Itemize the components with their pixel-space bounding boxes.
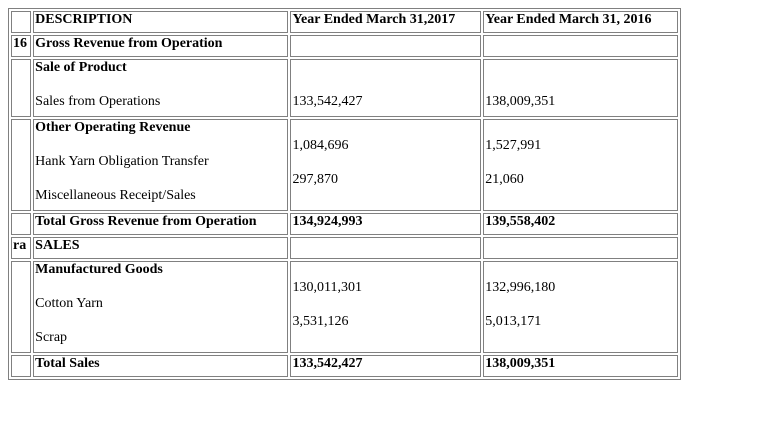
gross-revenue-title: Gross Revenue from Operation — [33, 35, 288, 57]
empty-cell — [11, 213, 31, 235]
year-2017-header: Year Ended March 31,2017 — [290, 11, 481, 33]
hank-yarn-2016: 1,527,991 — [485, 138, 676, 154]
other-operating-2016: 1,527,991 21,060 — [483, 119, 678, 211]
sale-of-product-2017: 133,542,427 — [290, 59, 481, 117]
scrap-2017: 3,531,126 — [292, 314, 479, 330]
manufactured-goods-2016: 132,996,180 5,013,171 — [483, 261, 678, 353]
empty-cell — [483, 35, 678, 57]
total-gross-revenue-label: Total Gross Revenue from Operation — [33, 213, 288, 235]
gross-revenue-index: 16 — [11, 35, 31, 57]
financial-table: DESCRIPTION Year Ended March 31,2017 Yea… — [8, 8, 681, 380]
misc-receipt-label: Miscellaneous Receipt/Sales — [35, 188, 286, 204]
total-gross-revenue-row: Total Gross Revenue from Operation 134,9… — [11, 213, 678, 235]
other-operating-2017: 1,084,696 297,870 — [290, 119, 481, 211]
total-sales-2017: 133,542,427 — [290, 355, 481, 377]
sales-index: ra — [11, 237, 31, 259]
total-sales-2016: 138,009,351 — [483, 355, 678, 377]
sales-from-operations-2016: 138,009,351 — [485, 94, 676, 110]
other-operating-heading: Other Operating Revenue — [35, 120, 286, 136]
hank-yarn-label: Hank Yarn Obligation Transfer — [35, 154, 286, 170]
other-operating-desc: Other Operating Revenue Hank Yarn Obliga… — [33, 119, 288, 211]
other-operating-row: Other Operating Revenue Hank Yarn Obliga… — [11, 119, 678, 211]
hank-yarn-2017: 1,084,696 — [292, 138, 479, 154]
gross-revenue-title-row: 16 Gross Revenue from Operation — [11, 35, 678, 57]
empty-cell — [290, 35, 481, 57]
sales-title-row: ra SALES — [11, 237, 678, 259]
empty-cell — [11, 119, 31, 211]
misc-receipt-2016: 21,060 — [485, 172, 676, 188]
sale-of-product-desc: Sale of Product Sales from Operations — [33, 59, 288, 117]
empty-cell — [11, 355, 31, 377]
sales-title: SALES — [33, 237, 288, 259]
index-header-cell — [11, 11, 31, 33]
empty-cell — [290, 237, 481, 259]
manufactured-goods-row: Manufactured Goods Cotton Yarn Scrap 130… — [11, 261, 678, 353]
misc-receipt-2017: 297,870 — [292, 172, 479, 188]
description-header: DESCRIPTION — [33, 11, 288, 33]
cotton-yarn-2017: 130,011,301 — [292, 280, 479, 296]
header-row: DESCRIPTION Year Ended March 31,2017 Yea… — [11, 11, 678, 33]
cotton-yarn-label: Cotton Yarn — [35, 296, 286, 312]
empty-cell — [11, 59, 31, 117]
sale-of-product-row: Sale of Product Sales from Operations 13… — [11, 59, 678, 117]
total-gross-revenue-2016: 139,558,402 — [483, 213, 678, 235]
sales-from-operations-2017: 133,542,427 — [292, 94, 479, 110]
manufactured-goods-heading: Manufactured Goods — [35, 262, 286, 278]
sale-of-product-heading: Sale of Product — [35, 60, 286, 76]
scrap-label: Scrap — [35, 330, 286, 346]
empty-cell — [483, 237, 678, 259]
manufactured-goods-desc: Manufactured Goods Cotton Yarn Scrap — [33, 261, 288, 353]
sales-from-operations-label: Sales from Operations — [35, 94, 286, 110]
empty-cell — [11, 261, 31, 353]
cotton-yarn-2016: 132,996,180 — [485, 280, 676, 296]
total-sales-label: Total Sales — [33, 355, 288, 377]
total-gross-revenue-2017: 134,924,993 — [290, 213, 481, 235]
year-2016-header: Year Ended March 31, 2016 — [483, 11, 678, 33]
scrap-2016: 5,013,171 — [485, 314, 676, 330]
sale-of-product-2016: 138,009,351 — [483, 59, 678, 117]
total-sales-row: Total Sales 133,542,427 138,009,351 — [11, 355, 678, 377]
manufactured-goods-2017: 130,011,301 3,531,126 — [290, 261, 481, 353]
